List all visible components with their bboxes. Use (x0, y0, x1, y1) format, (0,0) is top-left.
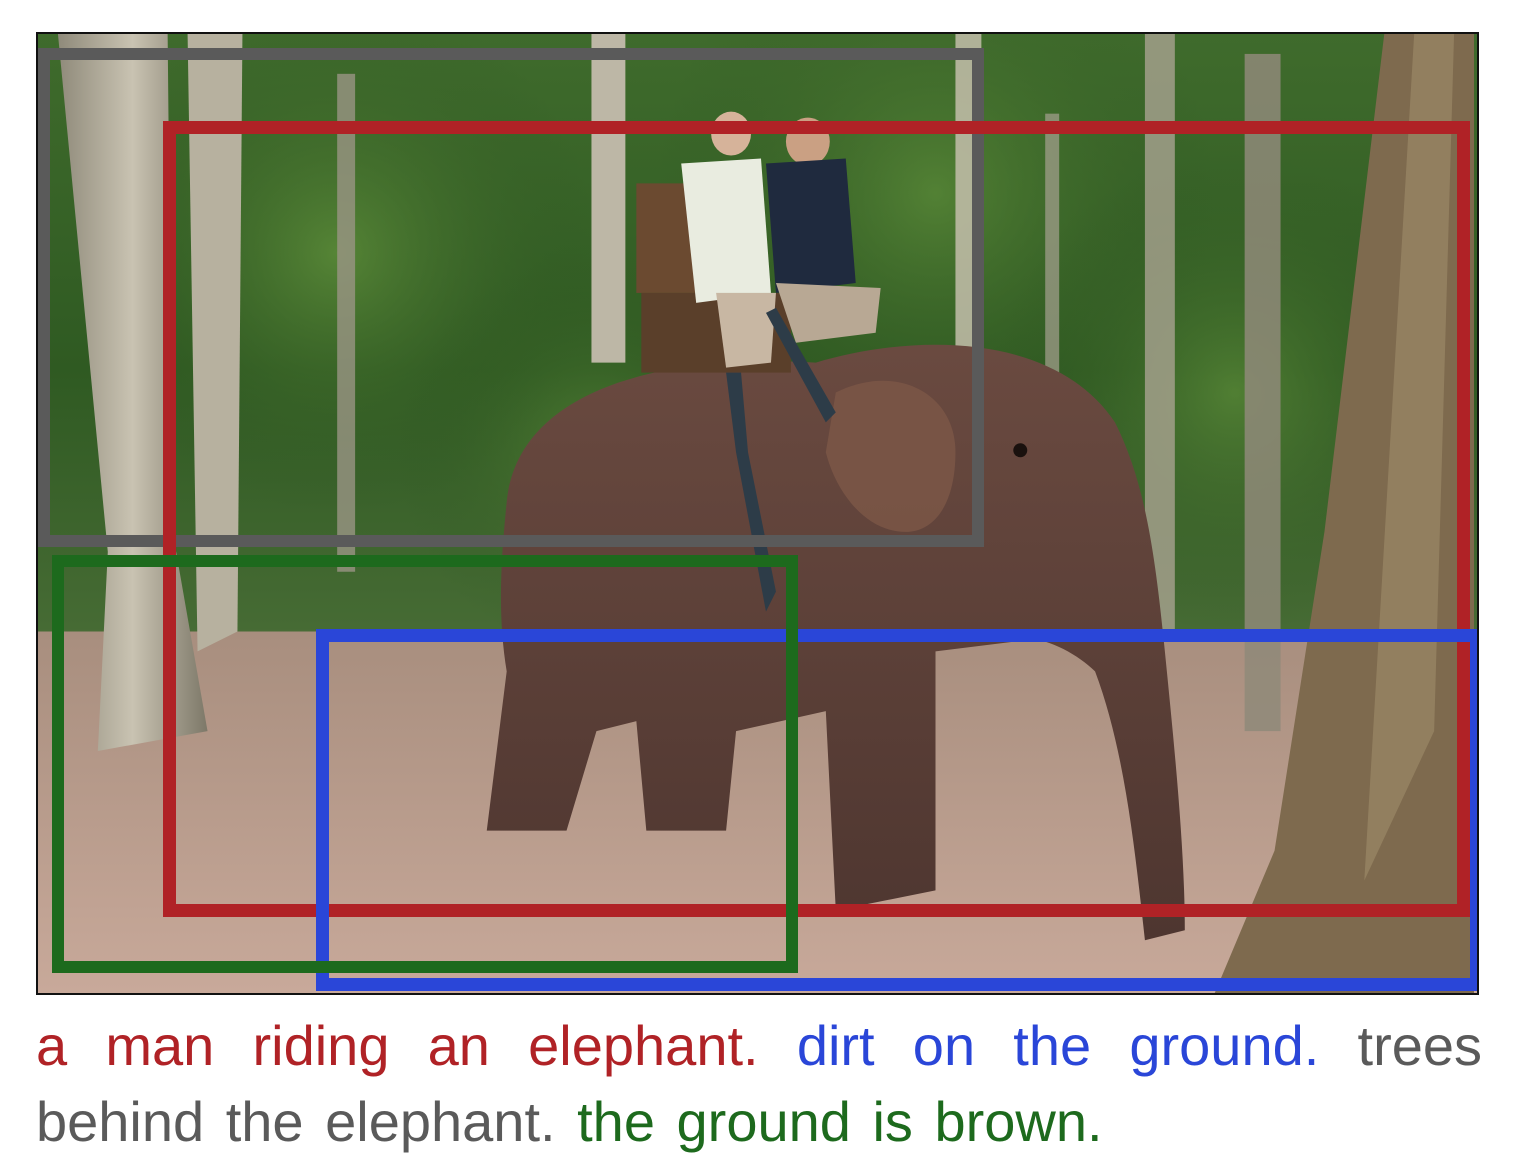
region-box-dirt (316, 629, 1477, 991)
caption-blue-phrase: dirt on the ground. (796, 1014, 1320, 1077)
caption-red-phrase: a man riding an elephant. (36, 1014, 759, 1077)
caption-green-phrase: the ground is brown. (577, 1090, 1103, 1153)
elephant-photo (36, 32, 1479, 995)
region-box-man-riding (163, 121, 1470, 917)
region-caption: a man riding an elephant. dirt on the gr… (36, 1008, 1482, 1160)
region-box-ground (52, 555, 798, 973)
region-box-trees (38, 48, 984, 547)
caption-gray-phrase: trees behind the elephant. (36, 1014, 1483, 1153)
